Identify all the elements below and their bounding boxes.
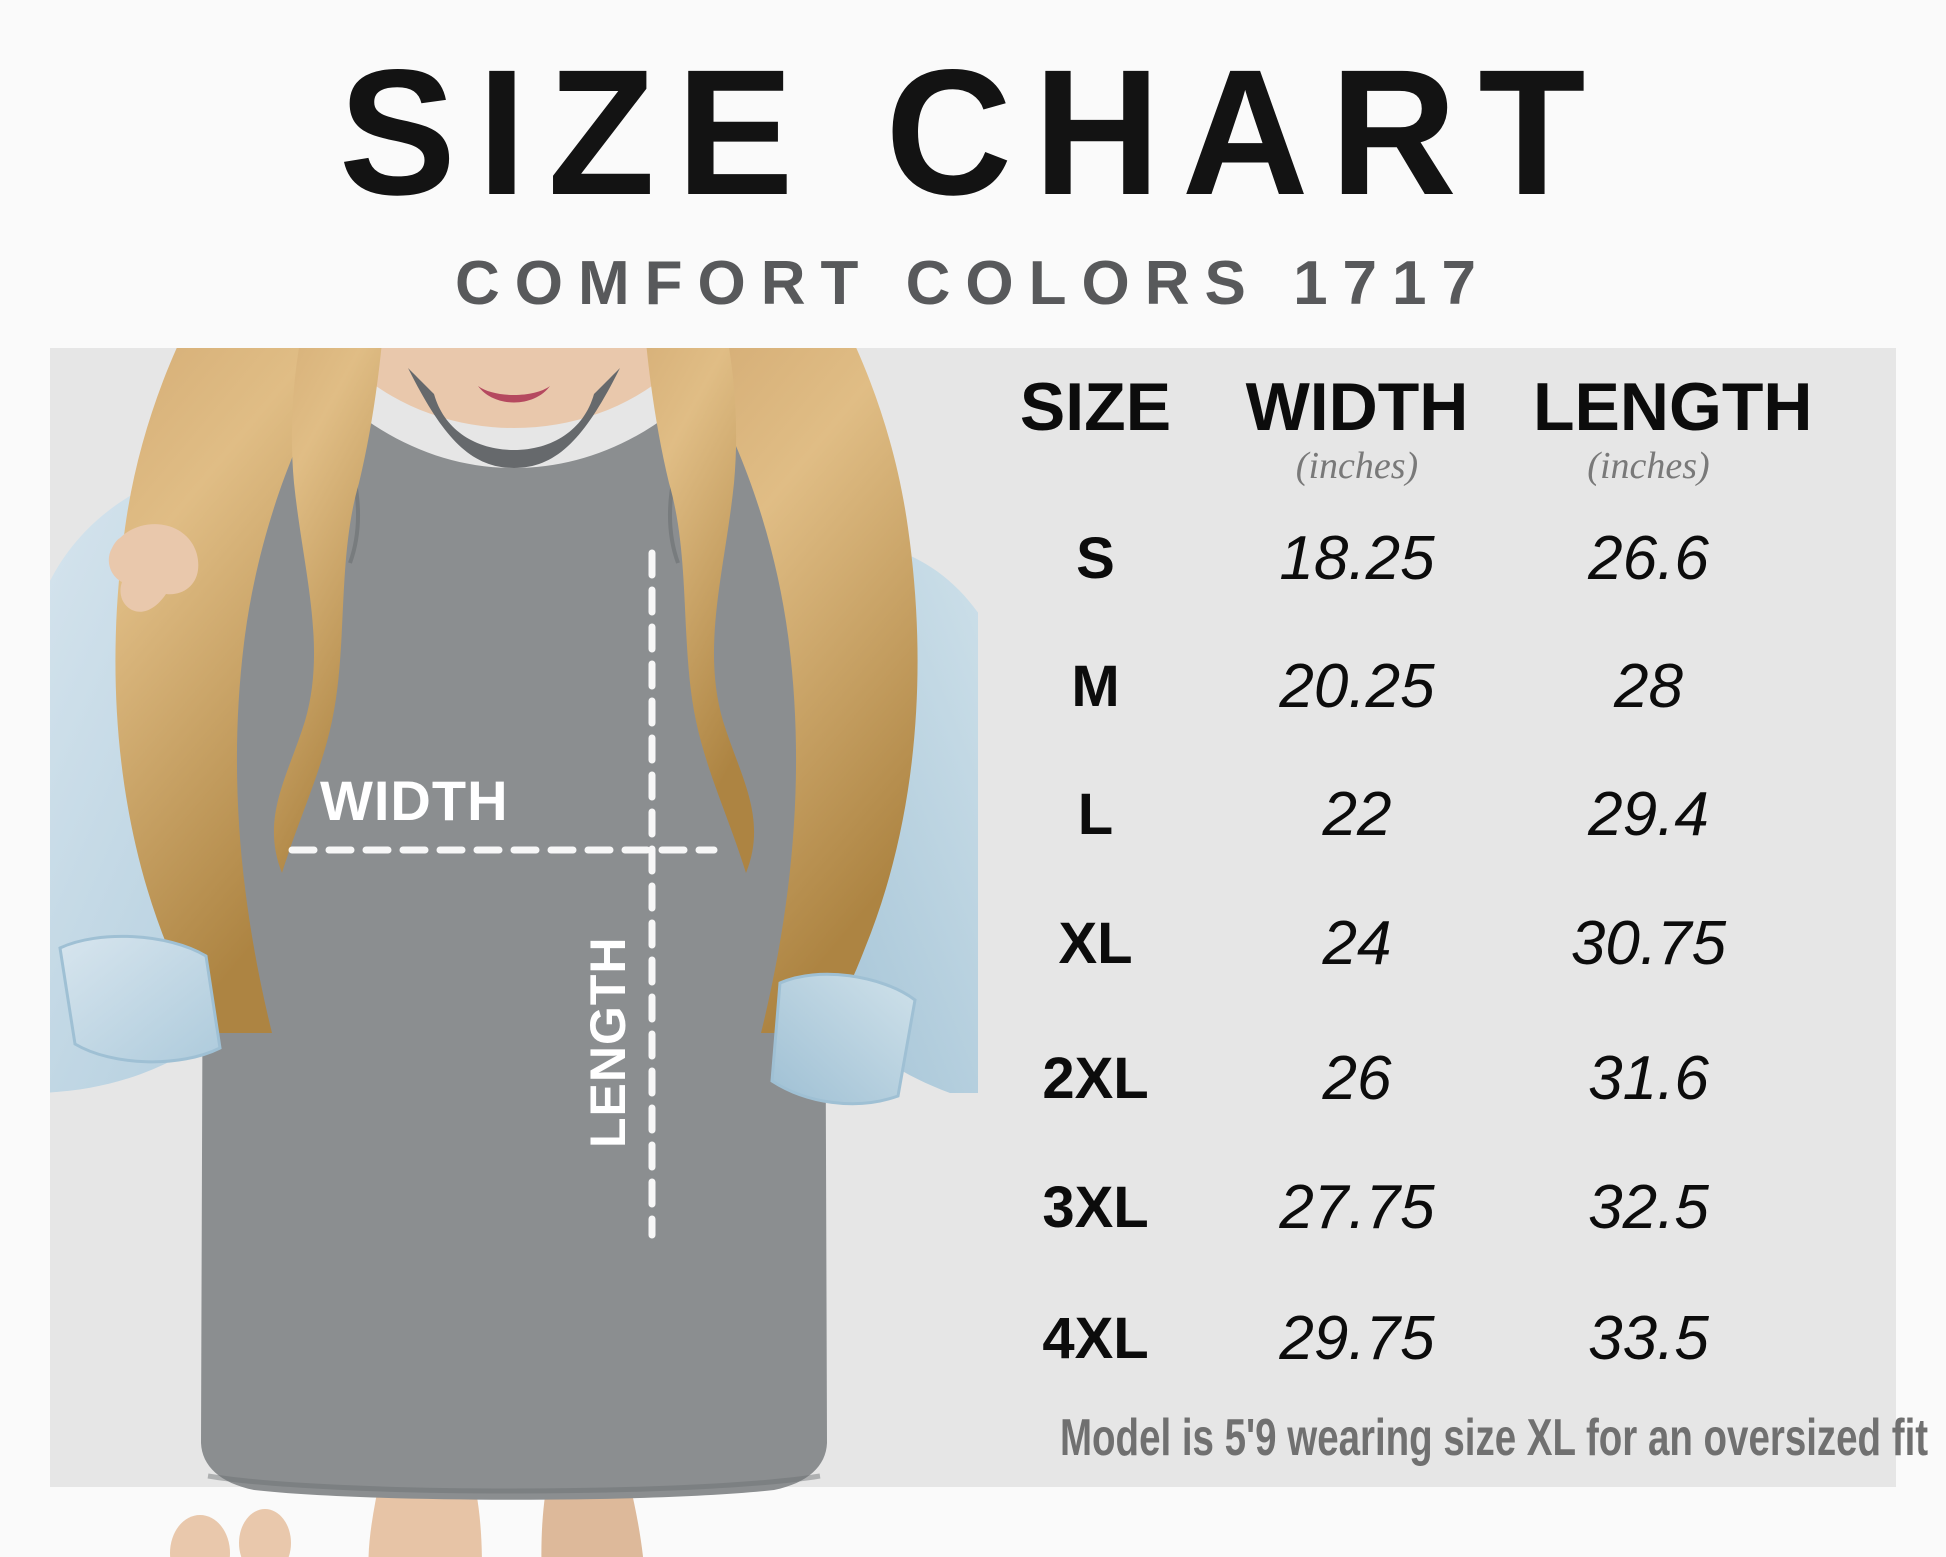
svg-text:WIDTH: WIDTH	[320, 769, 509, 832]
svg-text:LENGTH: LENGTH	[580, 936, 636, 1148]
